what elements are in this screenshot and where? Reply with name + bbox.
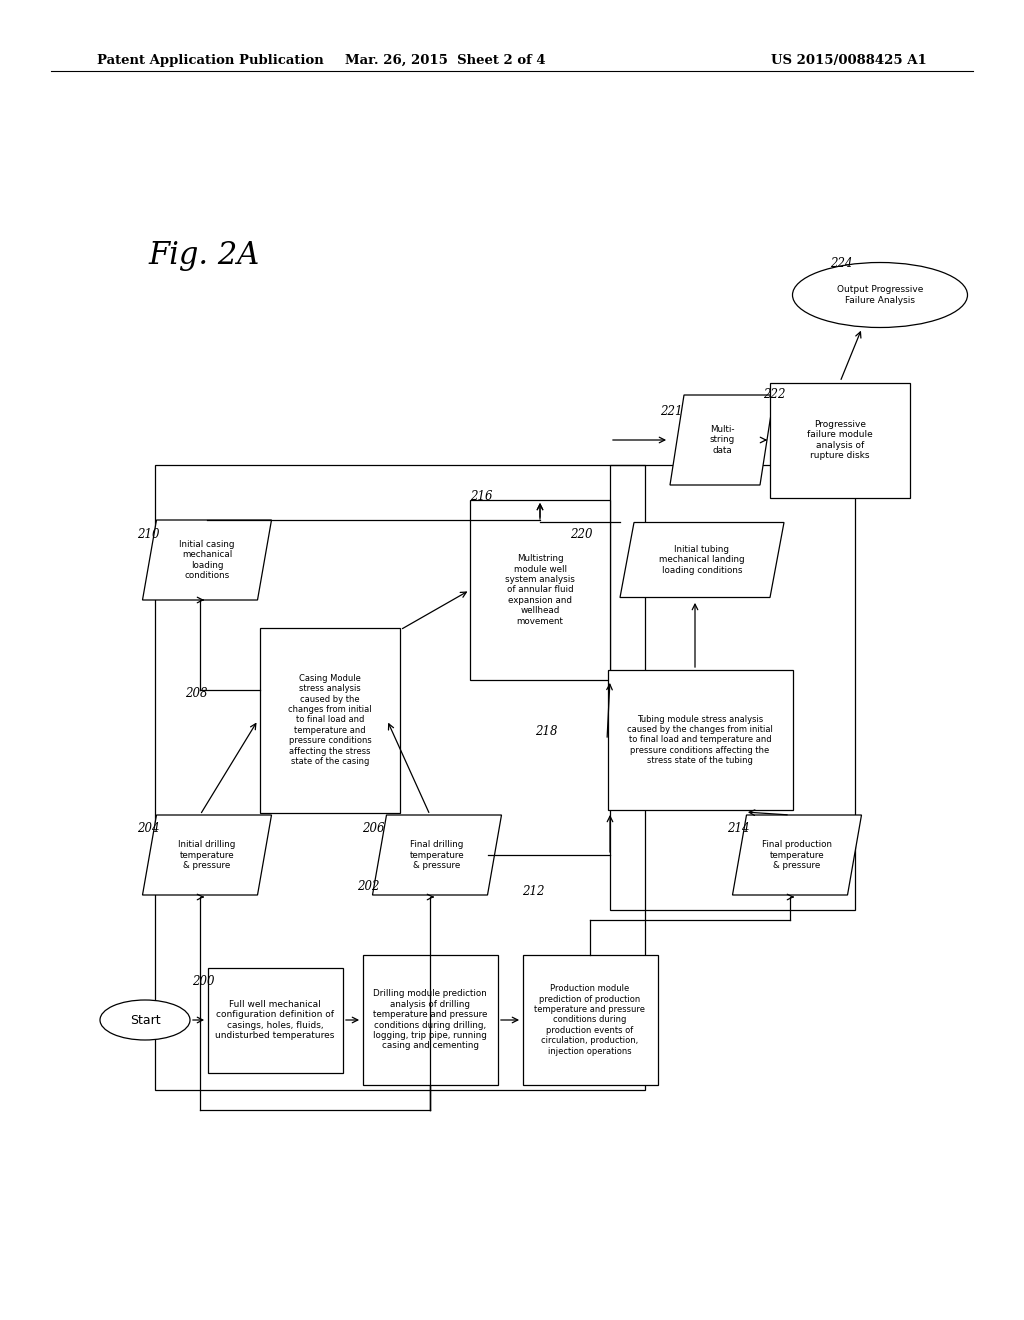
Text: 204: 204 [137,822,160,836]
Text: 210: 210 [137,528,160,541]
Text: 224: 224 [830,257,853,271]
Polygon shape [373,814,502,895]
Text: 222: 222 [763,388,785,401]
FancyBboxPatch shape [470,500,610,680]
Text: 218: 218 [535,725,557,738]
Text: 220: 220 [570,528,593,541]
FancyBboxPatch shape [522,954,657,1085]
Polygon shape [142,520,271,601]
FancyBboxPatch shape [362,954,498,1085]
Text: 212: 212 [522,884,545,898]
Text: Full well mechanical
configuration definition of
casings, holes, fluids,
undistu: Full well mechanical configuration defin… [215,1001,335,1040]
FancyBboxPatch shape [260,627,400,813]
Text: Initial tubing
mechanical landing
loading conditions: Initial tubing mechanical landing loadin… [659,545,744,576]
Text: Initial casing
mechanical
loading
conditions: Initial casing mechanical loading condit… [179,540,234,579]
Text: Patent Application Publication: Patent Application Publication [97,54,324,67]
Text: Production module
prediction of production
temperature and pressure
conditions d: Production module prediction of producti… [535,985,645,1056]
Text: Initial drilling
temperature
& pressure: Initial drilling temperature & pressure [178,840,236,870]
FancyBboxPatch shape [770,383,910,498]
Text: Progressive
failure module
analysis of
rupture disks: Progressive failure module analysis of r… [807,420,872,461]
FancyBboxPatch shape [208,968,342,1072]
Text: 200: 200 [193,975,214,987]
Text: Mar. 26, 2015  Sheet 2 of 4: Mar. 26, 2015 Sheet 2 of 4 [345,54,546,67]
Text: Final production
temperature
& pressure: Final production temperature & pressure [762,840,831,870]
Text: Tubing module stress analysis
caused by the changes from initial
to final load a: Tubing module stress analysis caused by … [627,714,773,766]
Text: US 2015/0088425 A1: US 2015/0088425 A1 [771,54,927,67]
Polygon shape [142,814,271,895]
Text: Final drilling
temperature
& pressure: Final drilling temperature & pressure [410,840,464,870]
Text: 216: 216 [470,490,493,503]
Text: Start: Start [130,1014,161,1027]
Polygon shape [620,523,784,598]
Text: Multistring
module well
system analysis
of annular fluid
expansion and
wellhead
: Multistring module well system analysis … [505,554,574,626]
Text: Fig. 2A: Fig. 2A [148,240,259,271]
Text: Drilling module prediction
analysis of drilling
temperature and pressure
conditi: Drilling module prediction analysis of d… [373,990,487,1051]
Text: 202: 202 [357,880,380,894]
Text: 208: 208 [185,686,208,700]
Text: Multi-
string
data: Multi- string data [710,425,734,455]
Ellipse shape [793,263,968,327]
Text: Casing Module
stress analysis
caused by the
changes from initial
to final load a: Casing Module stress analysis caused by … [288,675,372,766]
Ellipse shape [100,1001,190,1040]
FancyBboxPatch shape [607,671,793,810]
Text: 214: 214 [727,822,750,836]
Polygon shape [732,814,861,895]
Text: 221: 221 [660,405,683,418]
Text: Output Progressive
Failure Analysis: Output Progressive Failure Analysis [837,285,924,305]
Polygon shape [670,395,774,484]
Text: 206: 206 [362,822,384,836]
